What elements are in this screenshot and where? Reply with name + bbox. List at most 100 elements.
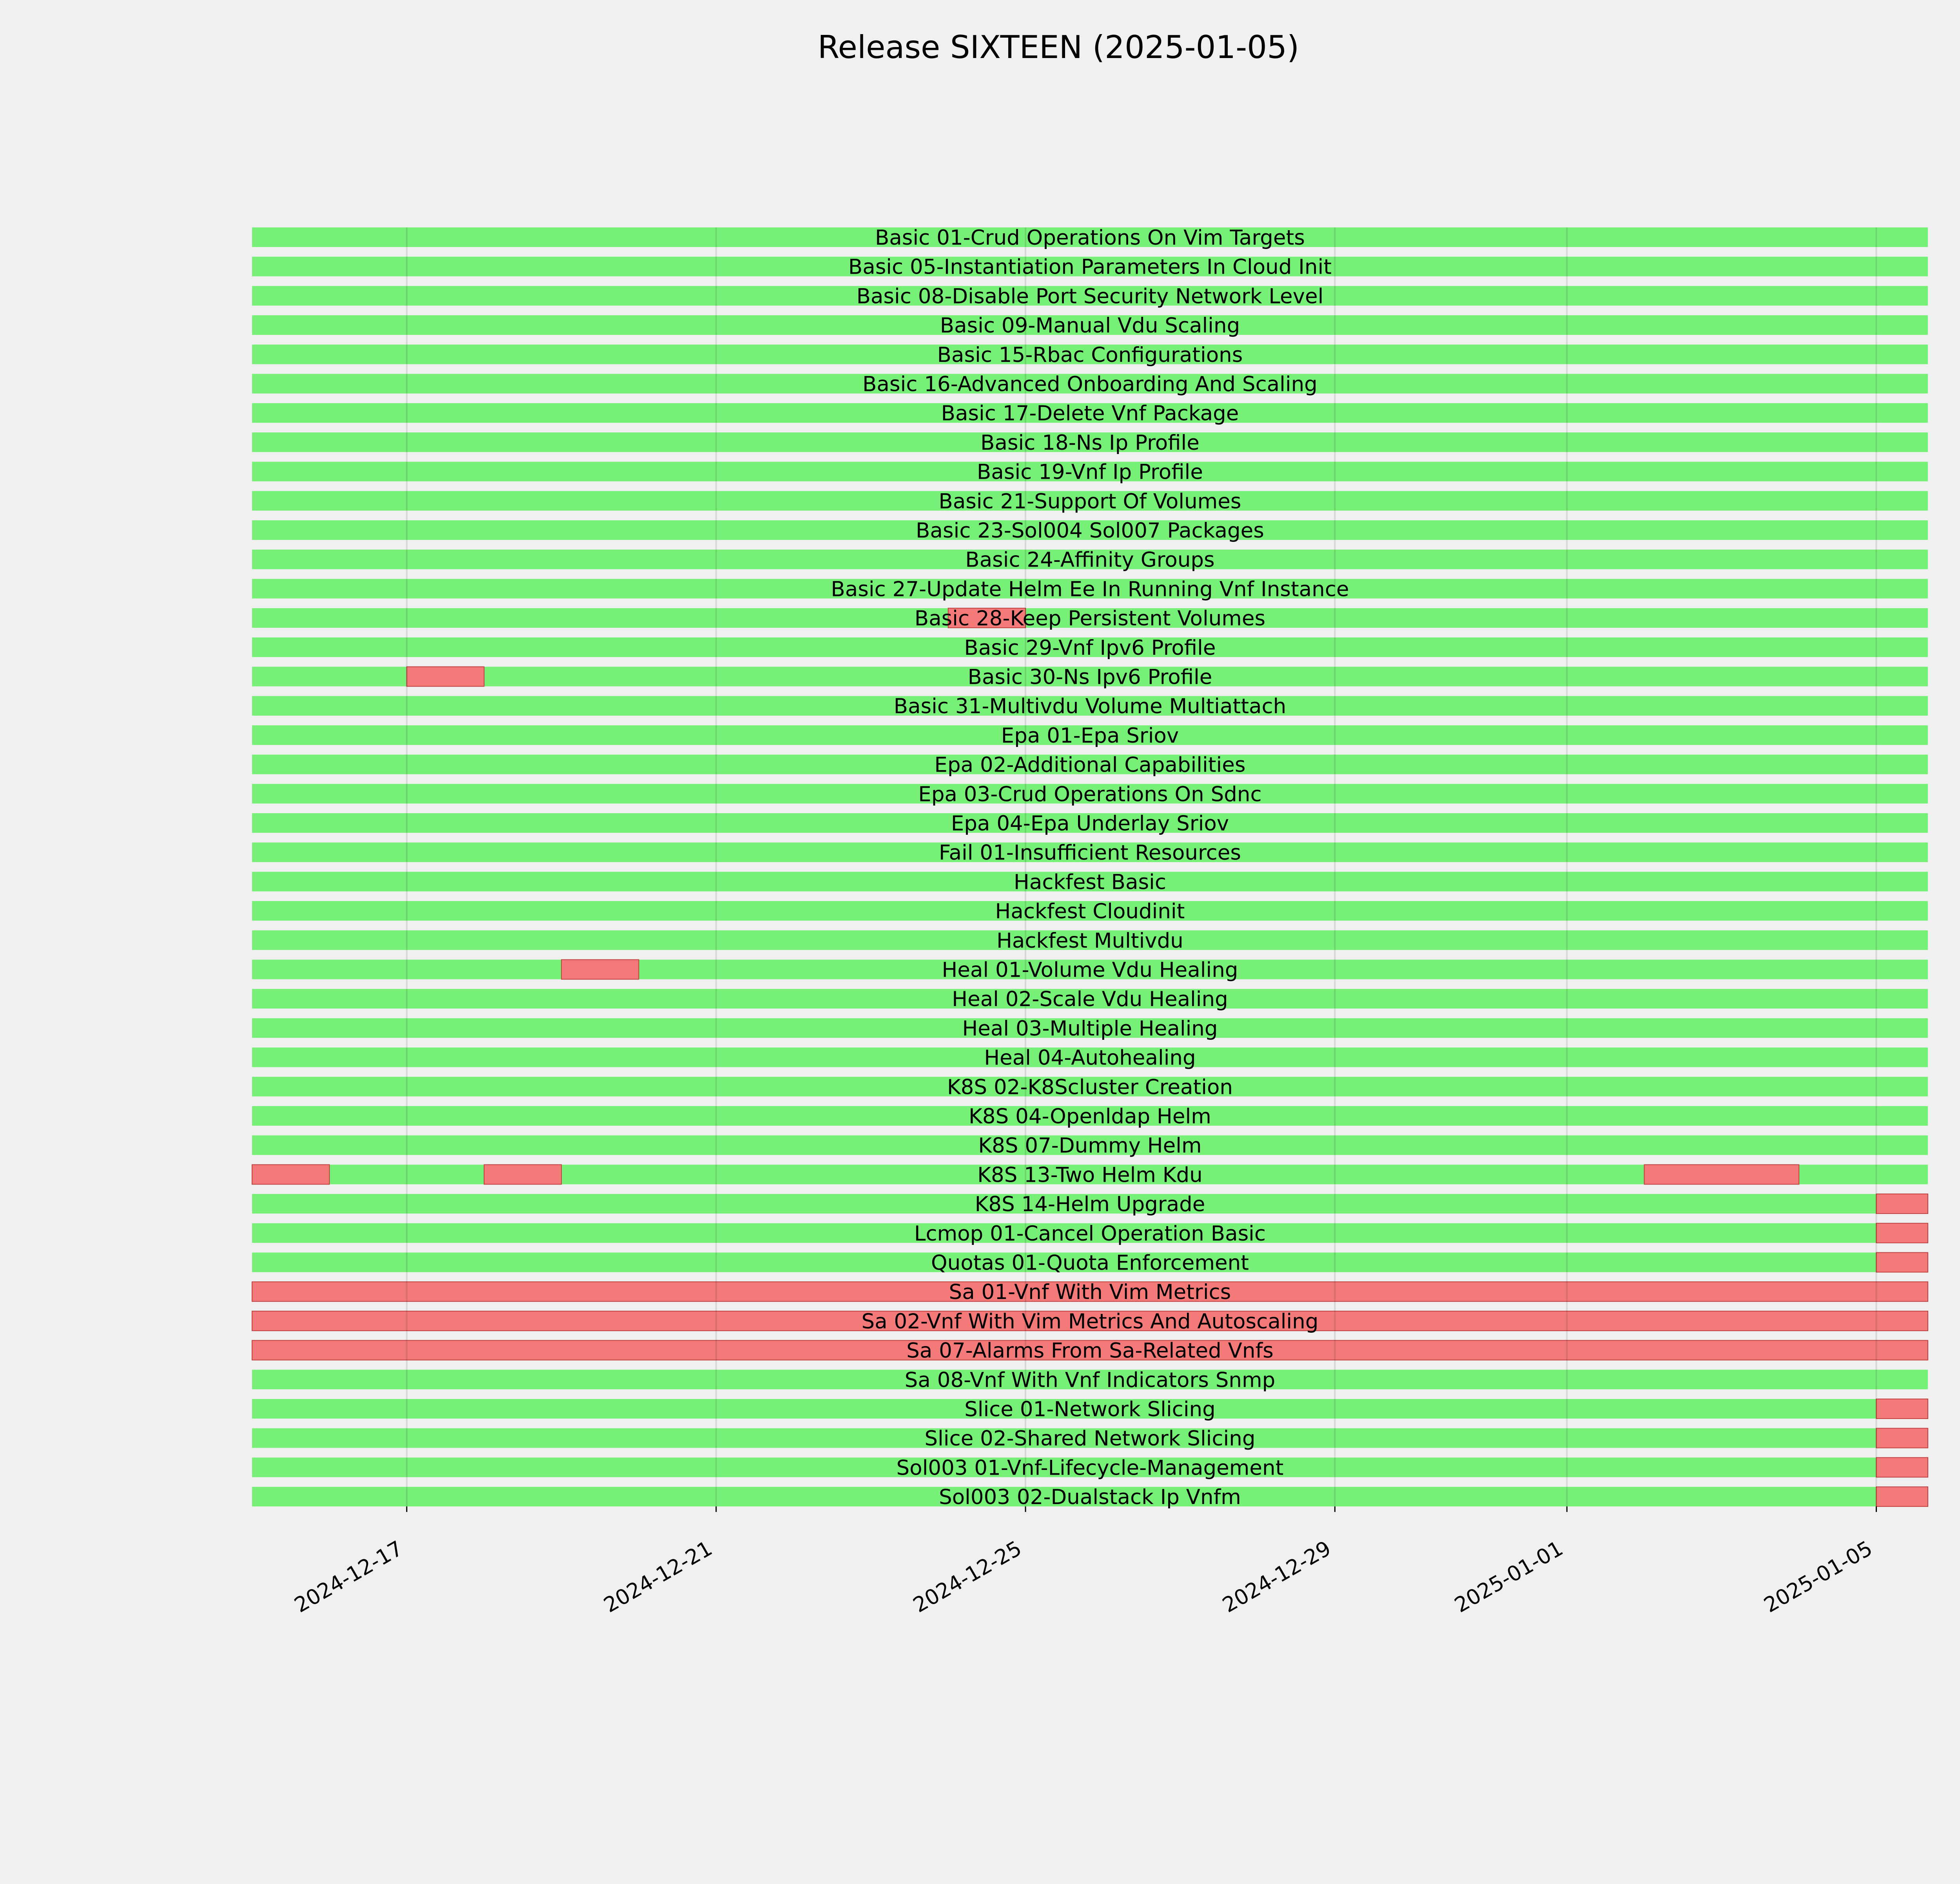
fail-bar bbox=[252, 1281, 1928, 1302]
row-label: Epa 04-Epa Underlay Sriov bbox=[951, 812, 1229, 836]
row-label: Sa 08-Vnf With Vnf Indicators Snmp bbox=[905, 1368, 1276, 1392]
pass-bar bbox=[252, 1135, 1928, 1155]
row-label: Hackfest Multivdu bbox=[996, 929, 1183, 953]
fail-bar bbox=[483, 1164, 562, 1185]
row-label: Quotas 01-Quota Enforcement bbox=[931, 1251, 1249, 1275]
row-label: Sa 02-Vnf With Vim Metrics And Autoscali… bbox=[862, 1310, 1319, 1334]
pass-bar bbox=[252, 989, 1928, 1009]
pass-bar bbox=[252, 959, 1928, 979]
pass-bar bbox=[252, 1457, 1928, 1477]
row-label: K8S 07-Dummy Helm bbox=[978, 1134, 1201, 1158]
fail-bar bbox=[406, 666, 485, 687]
row-label: K8S 13-Two Helm Kdu bbox=[977, 1163, 1203, 1187]
row-label: Sol003 01-Vnf-Lifecycle-Management bbox=[897, 1456, 1284, 1480]
row-label: Basic 01-Crud Operations On Vim Targets bbox=[875, 226, 1305, 250]
row-label: Basic 24-Affinity Groups bbox=[965, 548, 1214, 572]
pass-bar bbox=[252, 608, 1928, 628]
x-tick-label: 2024-12-17 bbox=[290, 1536, 407, 1617]
pass-bar bbox=[252, 725, 1928, 745]
row-label: Slice 02-Shared Network Slicing bbox=[924, 1427, 1255, 1451]
pass-bar bbox=[252, 1252, 1928, 1272]
pass-bar bbox=[252, 579, 1928, 599]
pass-bar bbox=[252, 461, 1928, 481]
fail-bar bbox=[1876, 1223, 1928, 1243]
fail-bar bbox=[252, 1310, 1928, 1331]
row-label: Fail 01-Insufficient Resources bbox=[939, 841, 1241, 865]
pass-bar bbox=[252, 286, 1928, 306]
pass-bar bbox=[252, 1106, 1928, 1126]
pass-bar bbox=[252, 549, 1928, 569]
pass-bar bbox=[252, 784, 1928, 804]
row-label: Heal 03-Multiple Healing bbox=[962, 1017, 1218, 1041]
row-label: Heal 01-Volume Vdu Healing bbox=[942, 958, 1238, 982]
x-tick-label: 2025-01-01 bbox=[1450, 1536, 1567, 1617]
fail-bar bbox=[252, 1340, 1928, 1361]
x-tick-label: 2025-01-05 bbox=[1760, 1536, 1877, 1617]
pass-bar bbox=[252, 872, 1928, 892]
row-label: Basic 19-Vnf Ip Profile bbox=[977, 460, 1203, 484]
pass-bar bbox=[252, 491, 1928, 511]
row-label: Epa 03-Crud Operations On Sdnc bbox=[918, 782, 1261, 806]
fail-bar bbox=[252, 1164, 330, 1185]
x-tick-label: 2024-12-25 bbox=[909, 1536, 1025, 1617]
pass-bar bbox=[252, 1047, 1928, 1067]
row-label: Basic 05-Instantiation Parameters In Clo… bbox=[848, 255, 1332, 279]
x-tick-label: 2024-12-21 bbox=[600, 1536, 716, 1617]
fail-bar bbox=[1876, 1457, 1928, 1478]
fail-bar bbox=[561, 959, 639, 980]
row-label: Basic 09-Manual Vdu Scaling bbox=[940, 314, 1240, 338]
pass-bar bbox=[252, 930, 1928, 950]
pass-bar bbox=[252, 1399, 1928, 1419]
row-label: Basic 21-Support Of Volumes bbox=[938, 489, 1241, 513]
row-label: K8S 02-K8Scluster Creation bbox=[947, 1075, 1233, 1099]
row-label: Lcmop 01-Cancel Operation Basic bbox=[914, 1222, 1266, 1246]
pass-bar bbox=[252, 374, 1928, 394]
row-label: K8S 04-Openldap Helm bbox=[969, 1105, 1211, 1128]
pass-bar bbox=[252, 1194, 1928, 1214]
pass-bar bbox=[252, 667, 1928, 687]
fail-bar bbox=[1876, 1428, 1928, 1448]
row-label: Basic 16-Advanced Onboarding And Scaling bbox=[862, 372, 1318, 396]
row-labels-layer: Basic 01-Crud Operations On Vim Targets B… bbox=[831, 226, 1349, 1509]
row-label: Epa 02-Additional Capabilities bbox=[935, 753, 1246, 777]
pass-bar bbox=[252, 1223, 1928, 1243]
row-label: Sol003 02-Dualstack Ip Vnfm bbox=[939, 1485, 1241, 1509]
pass-bar bbox=[252, 1370, 1928, 1390]
row-label: Hackfest Cloudinit bbox=[995, 899, 1185, 923]
row-label: Slice 01-Network Slicing bbox=[964, 1397, 1216, 1421]
pass-bar bbox=[252, 696, 1928, 716]
row-label: Basic 23-Sol004 Sol007 Packages bbox=[916, 519, 1264, 543]
row-label: Basic 08-Disable Port Security Network L… bbox=[857, 284, 1324, 308]
fail-bar bbox=[1644, 1164, 1800, 1185]
pass-bar bbox=[252, 842, 1928, 862]
pass-bar bbox=[252, 520, 1928, 540]
fail-bar bbox=[1876, 1252, 1928, 1273]
row-label: Sa 07-Alarms From Sa-Related Vnfs bbox=[906, 1339, 1273, 1363]
pass-bar bbox=[252, 256, 1928, 276]
pass-bar bbox=[252, 1428, 1928, 1448]
row-label: Epa 01-Epa Sriov bbox=[1001, 724, 1179, 748]
fail-bar bbox=[1876, 1194, 1928, 1214]
row-label: Heal 02-Scale Vdu Healing bbox=[952, 987, 1228, 1011]
row-label: K8S 14-Helm Upgrade bbox=[975, 1192, 1205, 1216]
fail-bar bbox=[947, 608, 1026, 629]
pass-bar bbox=[252, 1077, 1928, 1097]
gridlines-layer bbox=[406, 227, 1877, 1507]
row-label: Basic 15-Rbac Configurations bbox=[937, 343, 1243, 367]
pass-bar bbox=[252, 315, 1928, 335]
row-label: Heal 04-Autohealing bbox=[984, 1046, 1196, 1070]
fail-bar bbox=[1876, 1486, 1928, 1507]
chart-title: Release SIXTEEN (2025-01-05) bbox=[818, 29, 1299, 65]
pass-bar bbox=[252, 432, 1928, 452]
x-tick-label: 2024-12-29 bbox=[1219, 1536, 1335, 1617]
bars-layer bbox=[252, 227, 1928, 1507]
pass-bar bbox=[252, 227, 1928, 247]
row-label: Basic 31-Multivdu Volume Multiattach bbox=[894, 694, 1287, 718]
pass-bar bbox=[252, 403, 1928, 423]
row-label: Basic 28-Keep Persistent Volumes bbox=[915, 607, 1265, 630]
pass-bar bbox=[252, 344, 1928, 364]
row-label: Basic 27-Update Helm Ee In Running Vnf I… bbox=[831, 577, 1349, 601]
fail-bar bbox=[1876, 1399, 1928, 1419]
